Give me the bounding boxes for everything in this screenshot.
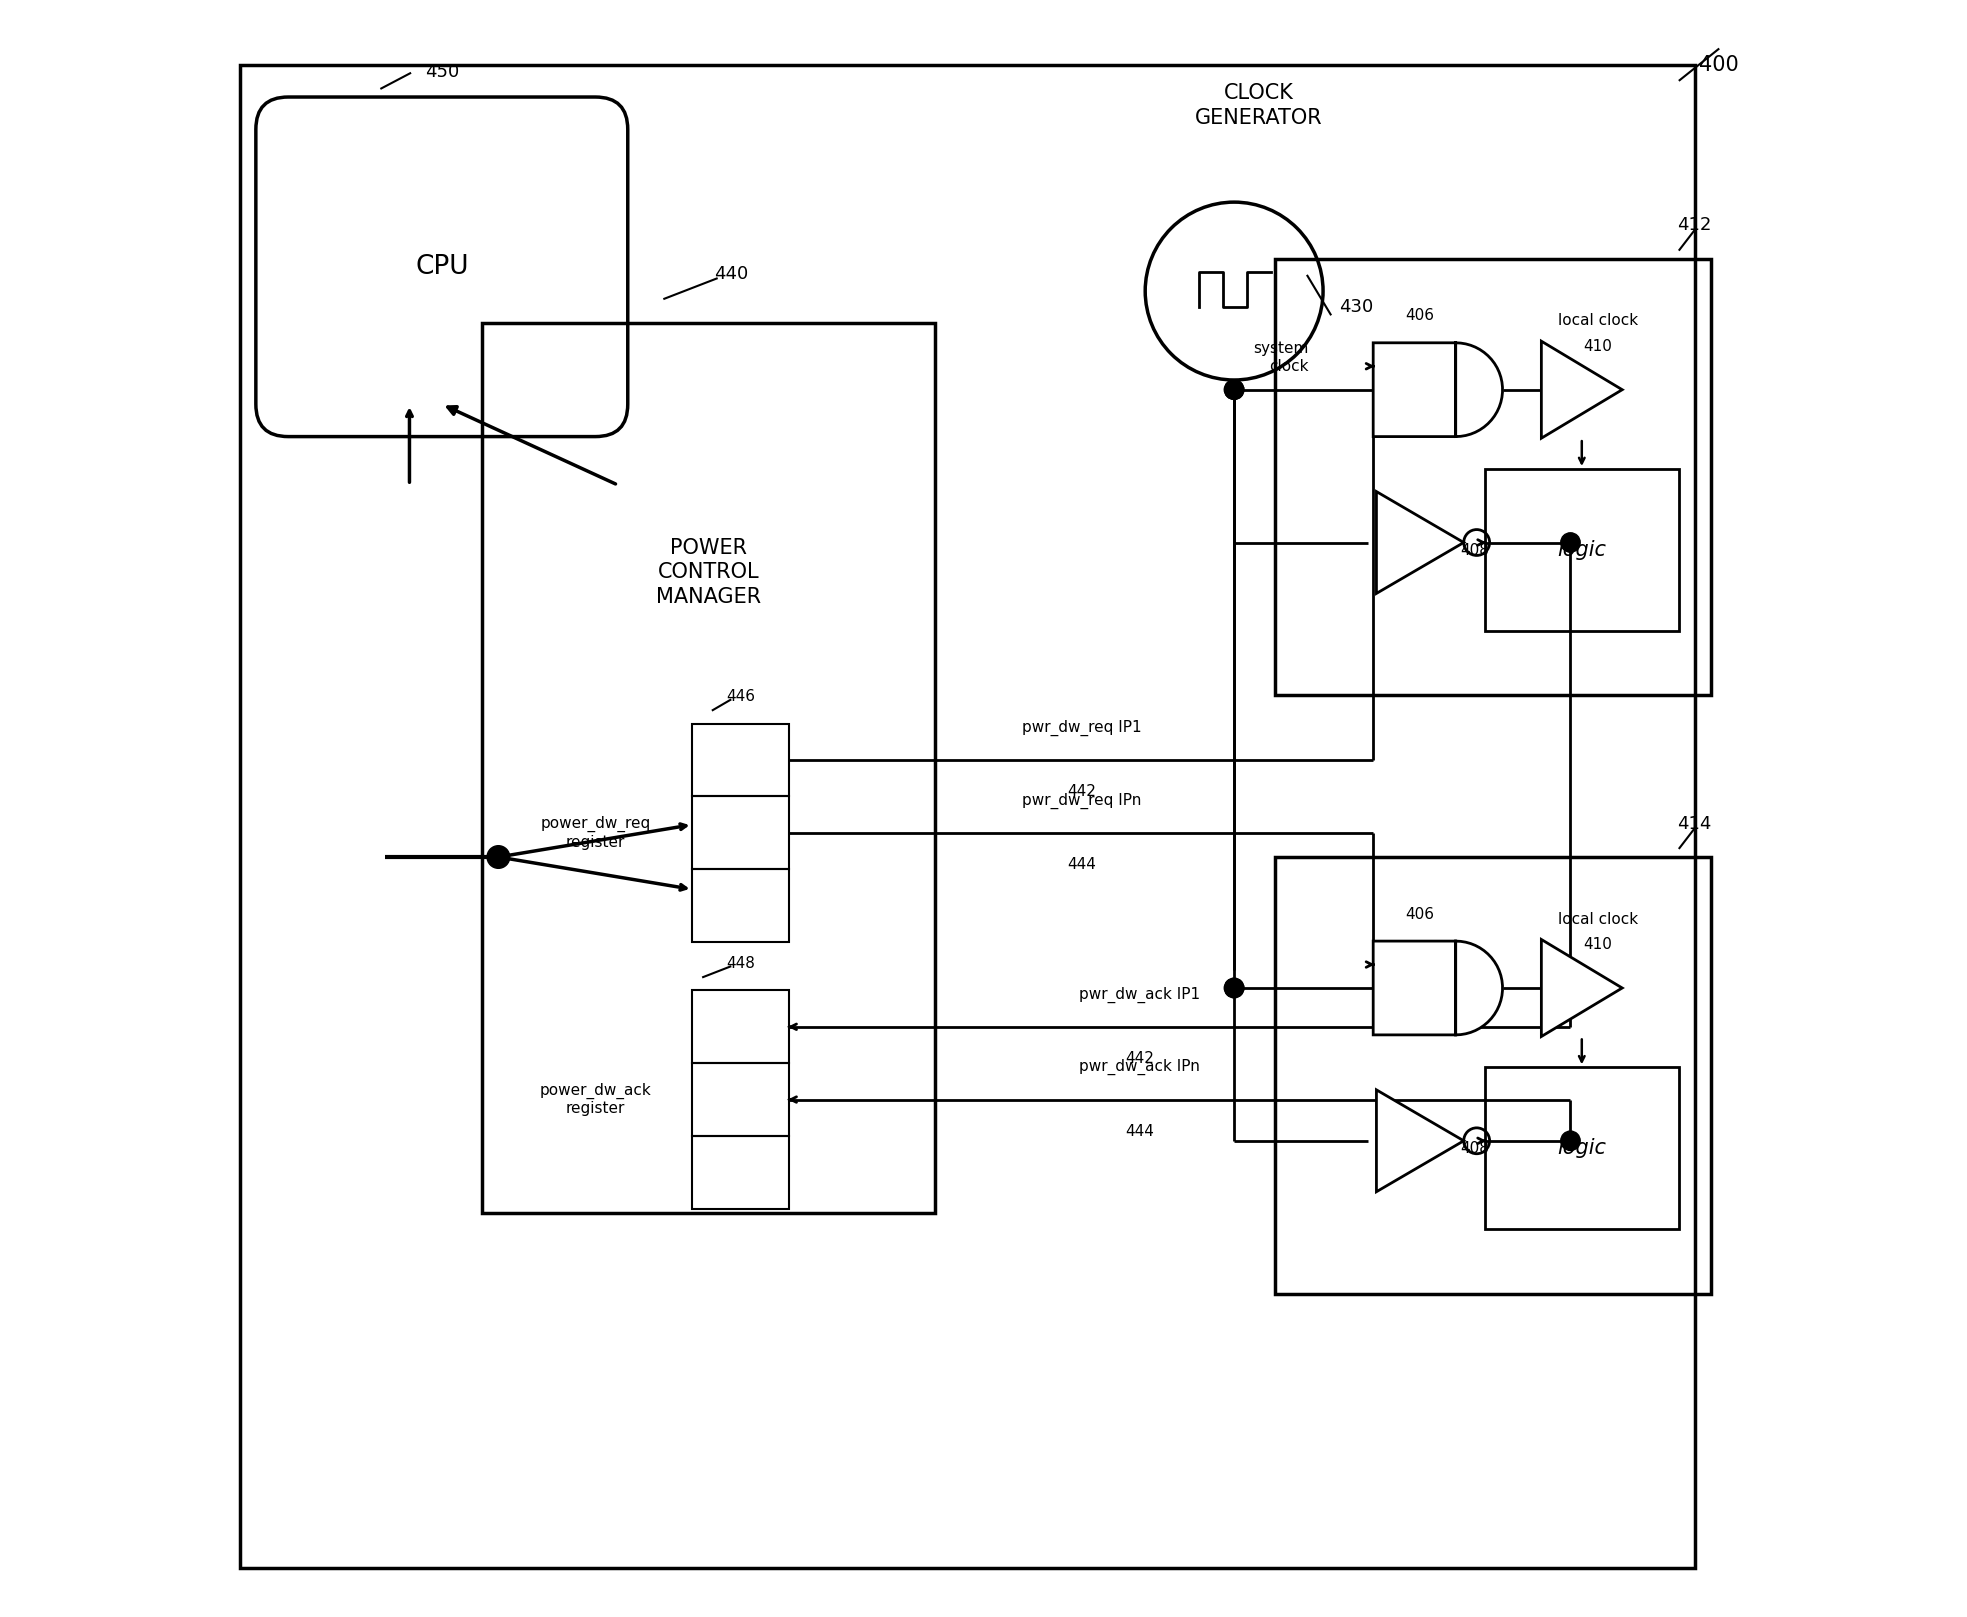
Text: local clock: local clock bbox=[1558, 912, 1639, 927]
Text: logic: logic bbox=[1558, 1138, 1607, 1158]
Text: power_dw_req
register: power_dw_req register bbox=[541, 817, 651, 849]
PathPatch shape bbox=[1373, 941, 1503, 1035]
Text: 410: 410 bbox=[1583, 340, 1613, 354]
Text: system
clock: system clock bbox=[1253, 341, 1308, 374]
Text: 442: 442 bbox=[1066, 784, 1096, 799]
Text: 444: 444 bbox=[1066, 857, 1096, 872]
Text: 408: 408 bbox=[1461, 543, 1489, 558]
Text: pwr_dw_ack IP1: pwr_dw_ack IP1 bbox=[1080, 986, 1200, 1003]
Text: 446: 446 bbox=[726, 689, 755, 705]
Circle shape bbox=[1223, 380, 1243, 399]
Text: CLOCK
GENERATOR: CLOCK GENERATOR bbox=[1194, 82, 1322, 128]
Text: 430: 430 bbox=[1340, 298, 1373, 317]
Text: power_dw_ack
register: power_dw_ack register bbox=[539, 1083, 651, 1116]
Circle shape bbox=[1223, 978, 1243, 998]
Text: 410: 410 bbox=[1583, 938, 1613, 952]
Text: 408: 408 bbox=[1461, 1142, 1489, 1156]
Text: 406: 406 bbox=[1406, 907, 1434, 922]
Text: 448: 448 bbox=[726, 956, 755, 970]
Polygon shape bbox=[1542, 939, 1623, 1036]
Circle shape bbox=[1223, 380, 1243, 399]
Text: 442: 442 bbox=[1125, 1051, 1155, 1066]
Text: 440: 440 bbox=[714, 265, 747, 283]
Text: 414: 414 bbox=[1676, 815, 1711, 833]
Text: local clock: local clock bbox=[1558, 314, 1639, 328]
Polygon shape bbox=[1377, 492, 1463, 593]
Polygon shape bbox=[1377, 1090, 1463, 1192]
Text: 444: 444 bbox=[1125, 1124, 1155, 1138]
Text: CPU: CPU bbox=[415, 254, 468, 280]
Text: pwr_dw_req IPn: pwr_dw_req IPn bbox=[1021, 792, 1141, 808]
Text: 412: 412 bbox=[1676, 217, 1711, 234]
Circle shape bbox=[1560, 534, 1580, 553]
Polygon shape bbox=[1542, 341, 1623, 438]
Text: 400: 400 bbox=[1699, 55, 1739, 74]
Text: logic: logic bbox=[1558, 540, 1607, 559]
Circle shape bbox=[1223, 978, 1243, 998]
Text: 450: 450 bbox=[425, 63, 458, 81]
Text: pwr_dw_req IP1: pwr_dw_req IP1 bbox=[1021, 720, 1141, 736]
PathPatch shape bbox=[1373, 343, 1503, 437]
FancyBboxPatch shape bbox=[256, 97, 627, 437]
Text: pwr_dw_ack IPn: pwr_dw_ack IPn bbox=[1080, 1059, 1200, 1075]
Circle shape bbox=[488, 846, 509, 868]
Text: 406: 406 bbox=[1406, 309, 1434, 323]
Text: POWER
CONTROL
MANAGER: POWER CONTROL MANAGER bbox=[657, 537, 761, 608]
Circle shape bbox=[1560, 1132, 1580, 1151]
